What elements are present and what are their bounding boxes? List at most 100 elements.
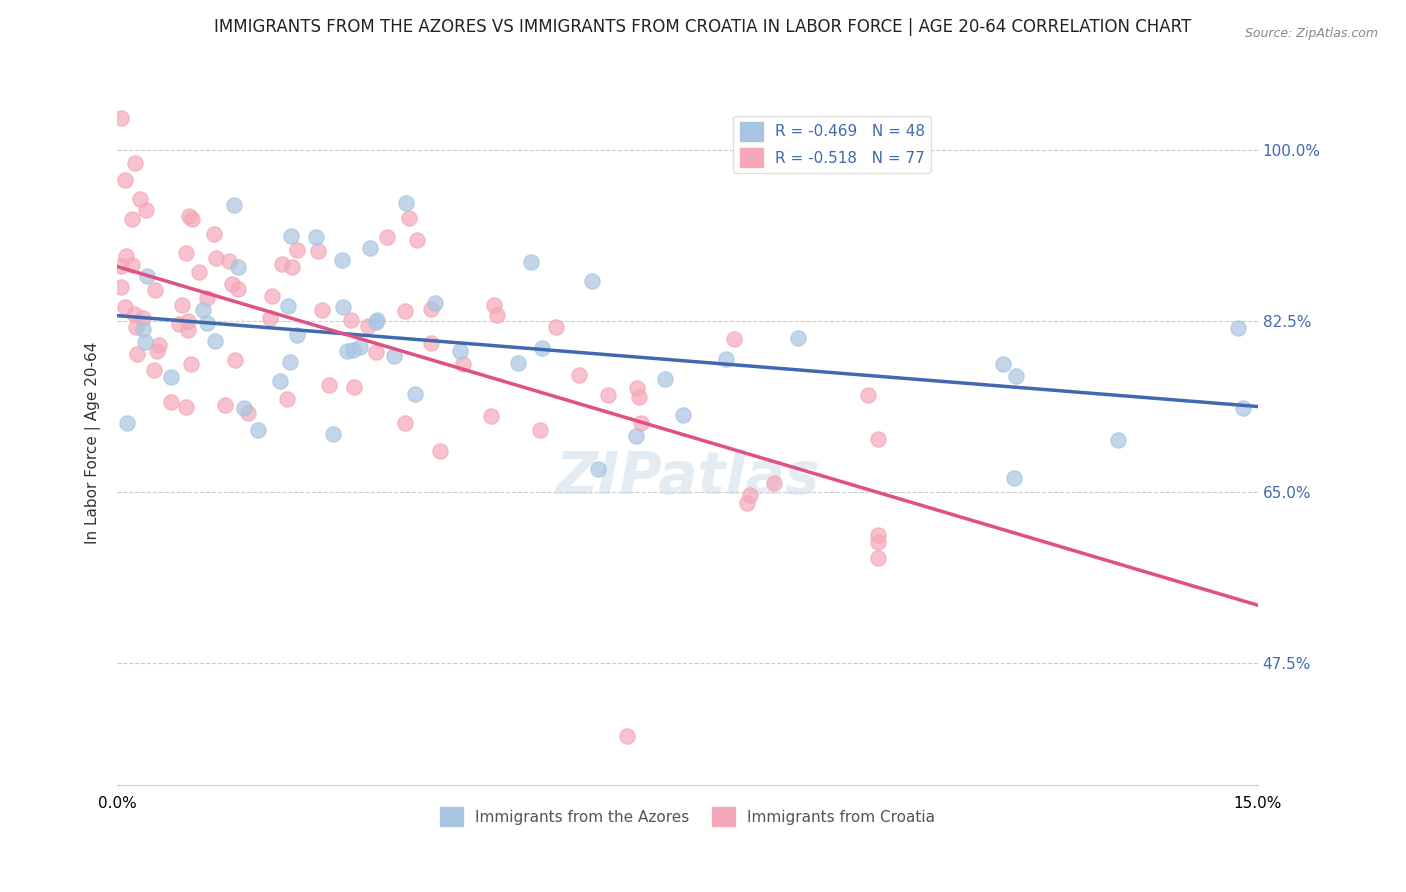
Point [544,319,567,334]
Point [738,488,761,502]
Point [737,496,759,510]
Point [786,331,808,345]
Point [177,314,200,328]
Point [238,406,260,420]
Point [122,307,145,321]
Point [125,320,148,334]
Text: Source: ZipAtlas.com: Source: ZipAtlas.com [1244,27,1378,40]
Point [247,423,270,437]
Point [307,244,329,258]
Point [394,417,416,431]
Point [135,202,157,217]
Point [723,332,745,346]
Point [330,253,353,268]
Point [366,314,388,328]
Point [519,255,541,269]
Point [115,249,138,263]
Point [159,369,181,384]
Point [132,322,155,336]
Point [148,338,170,352]
Point [420,301,443,316]
Point [174,246,197,260]
Point [406,233,429,247]
Legend: Immigrants from the Azores, Immigrants from Croatia: Immigrants from the Azores, Immigrants f… [433,801,942,832]
Point [188,265,211,279]
Point [322,427,344,442]
Point [858,388,880,402]
Point [398,211,420,225]
Point [115,417,138,431]
Point [226,281,249,295]
Point [866,433,889,447]
Point [714,352,737,367]
Point [214,398,236,412]
Point [1004,369,1026,384]
Point [205,252,228,266]
Point [110,112,132,126]
Point [616,729,638,743]
Point [114,300,136,314]
Point [359,241,381,255]
Point [423,295,446,310]
Point [121,258,143,272]
Point [404,386,426,401]
Point [285,328,308,343]
Point [177,209,200,223]
Y-axis label: In Labor Force | Age 20-64: In Labor Force | Age 20-64 [86,343,101,544]
Point [531,341,554,355]
Text: ZIPatlas: ZIPatlas [555,449,820,506]
Point [357,318,380,333]
Point [226,260,249,274]
Point [269,374,291,388]
Point [259,311,281,326]
Point [1227,321,1250,335]
Point [127,346,149,360]
Point [114,172,136,186]
Point [110,280,132,294]
Point [195,316,218,330]
Point [143,283,166,297]
Point [762,476,785,491]
Point [145,344,167,359]
Point [394,304,416,318]
Point [278,355,301,369]
Point [159,395,181,409]
Point [285,243,308,257]
Point [375,229,398,244]
Point [170,297,193,311]
Text: IMMIGRANTS FROM THE AZORES VS IMMIGRANTS FROM CROATIA IN LABOR FORCE | AGE 20-64: IMMIGRANTS FROM THE AZORES VS IMMIGRANTS… [214,18,1192,36]
Point [453,357,475,371]
Point [343,380,366,394]
Point [366,312,388,326]
Point [482,298,505,312]
Point [305,230,328,244]
Point [624,428,647,442]
Point [124,155,146,169]
Point [529,423,551,437]
Point [626,381,648,395]
Point [276,392,298,407]
Point [395,196,418,211]
Point [191,303,214,318]
Point [129,192,152,206]
Point [332,300,354,314]
Point [174,400,197,414]
Point [233,401,256,415]
Point [568,368,591,383]
Point [280,260,302,275]
Point [221,277,243,291]
Point [218,253,240,268]
Point [277,299,299,313]
Point [596,387,619,401]
Point [260,289,283,303]
Point [311,302,333,317]
Point [506,356,529,370]
Point [177,323,200,337]
Point [204,334,226,349]
Point [630,416,652,430]
Point [382,349,405,363]
Point [132,311,155,326]
Point [342,343,364,358]
Point [195,292,218,306]
Point [991,358,1014,372]
